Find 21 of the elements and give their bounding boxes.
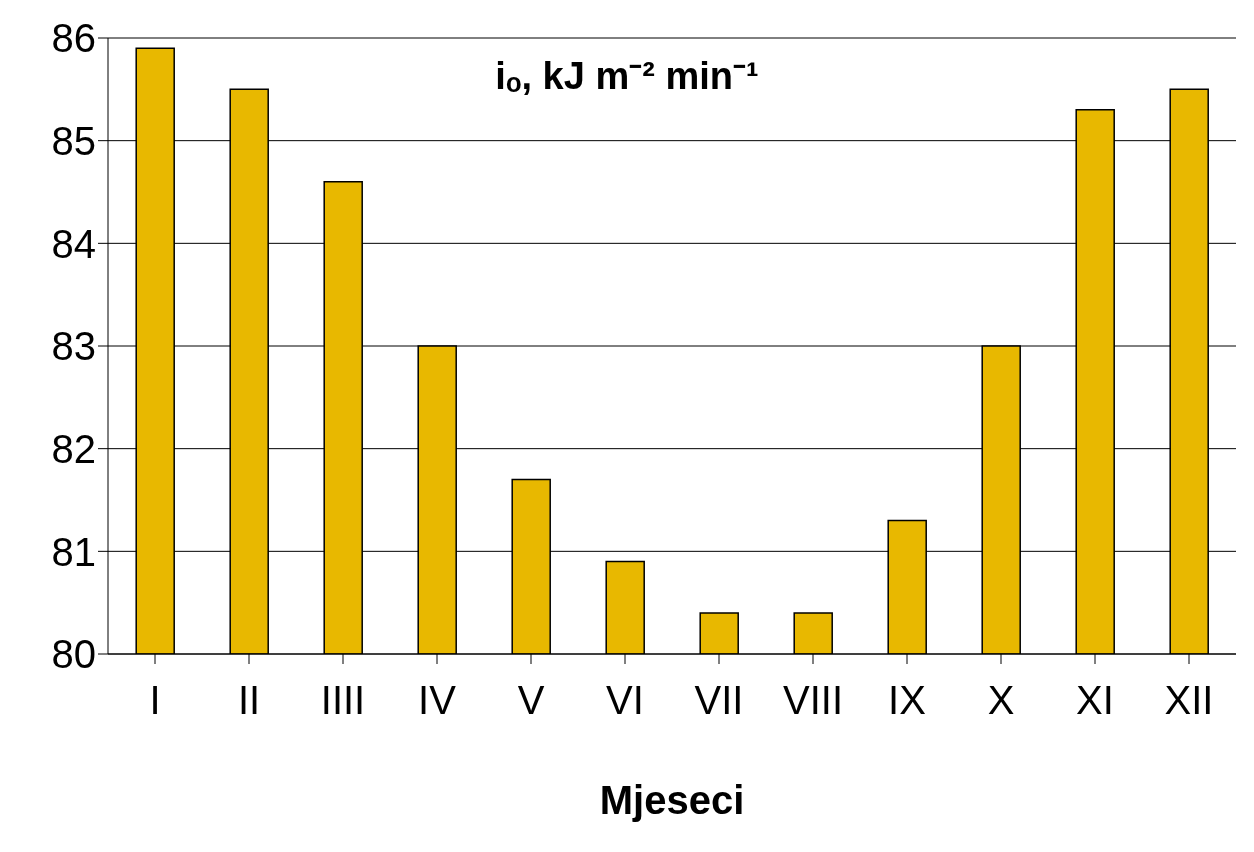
x-tick-label: IV xyxy=(418,678,457,723)
y-tick-label: 81 xyxy=(51,529,96,574)
x-tick-label: VII xyxy=(694,678,744,723)
x-tick-label: VIII xyxy=(782,678,844,723)
x-tick-label: VI xyxy=(606,678,644,723)
x-tick-label: IIII xyxy=(320,678,366,723)
y-tick-label: 82 xyxy=(51,426,96,471)
x-tick-label: IX xyxy=(888,678,926,723)
x-axis-title: Mjeseci xyxy=(599,778,745,822)
y-tick-label: 83 xyxy=(51,324,96,369)
y-tick-label: 86 xyxy=(51,16,96,61)
chart-title: iₒ, kJ m⁻² min⁻¹ xyxy=(495,55,759,97)
y-tick-label: 85 xyxy=(51,118,96,163)
x-tick-label: X xyxy=(987,678,1015,723)
y-tick-label: 84 xyxy=(51,221,96,266)
x-tick-label: XII xyxy=(1164,678,1214,723)
x-tick-label: V xyxy=(517,678,545,723)
y-tick-label: 80 xyxy=(51,632,96,677)
x-tick-label: XI xyxy=(1076,678,1114,723)
x-tick-label: II xyxy=(237,678,261,723)
x-tick-label: I xyxy=(149,678,161,723)
